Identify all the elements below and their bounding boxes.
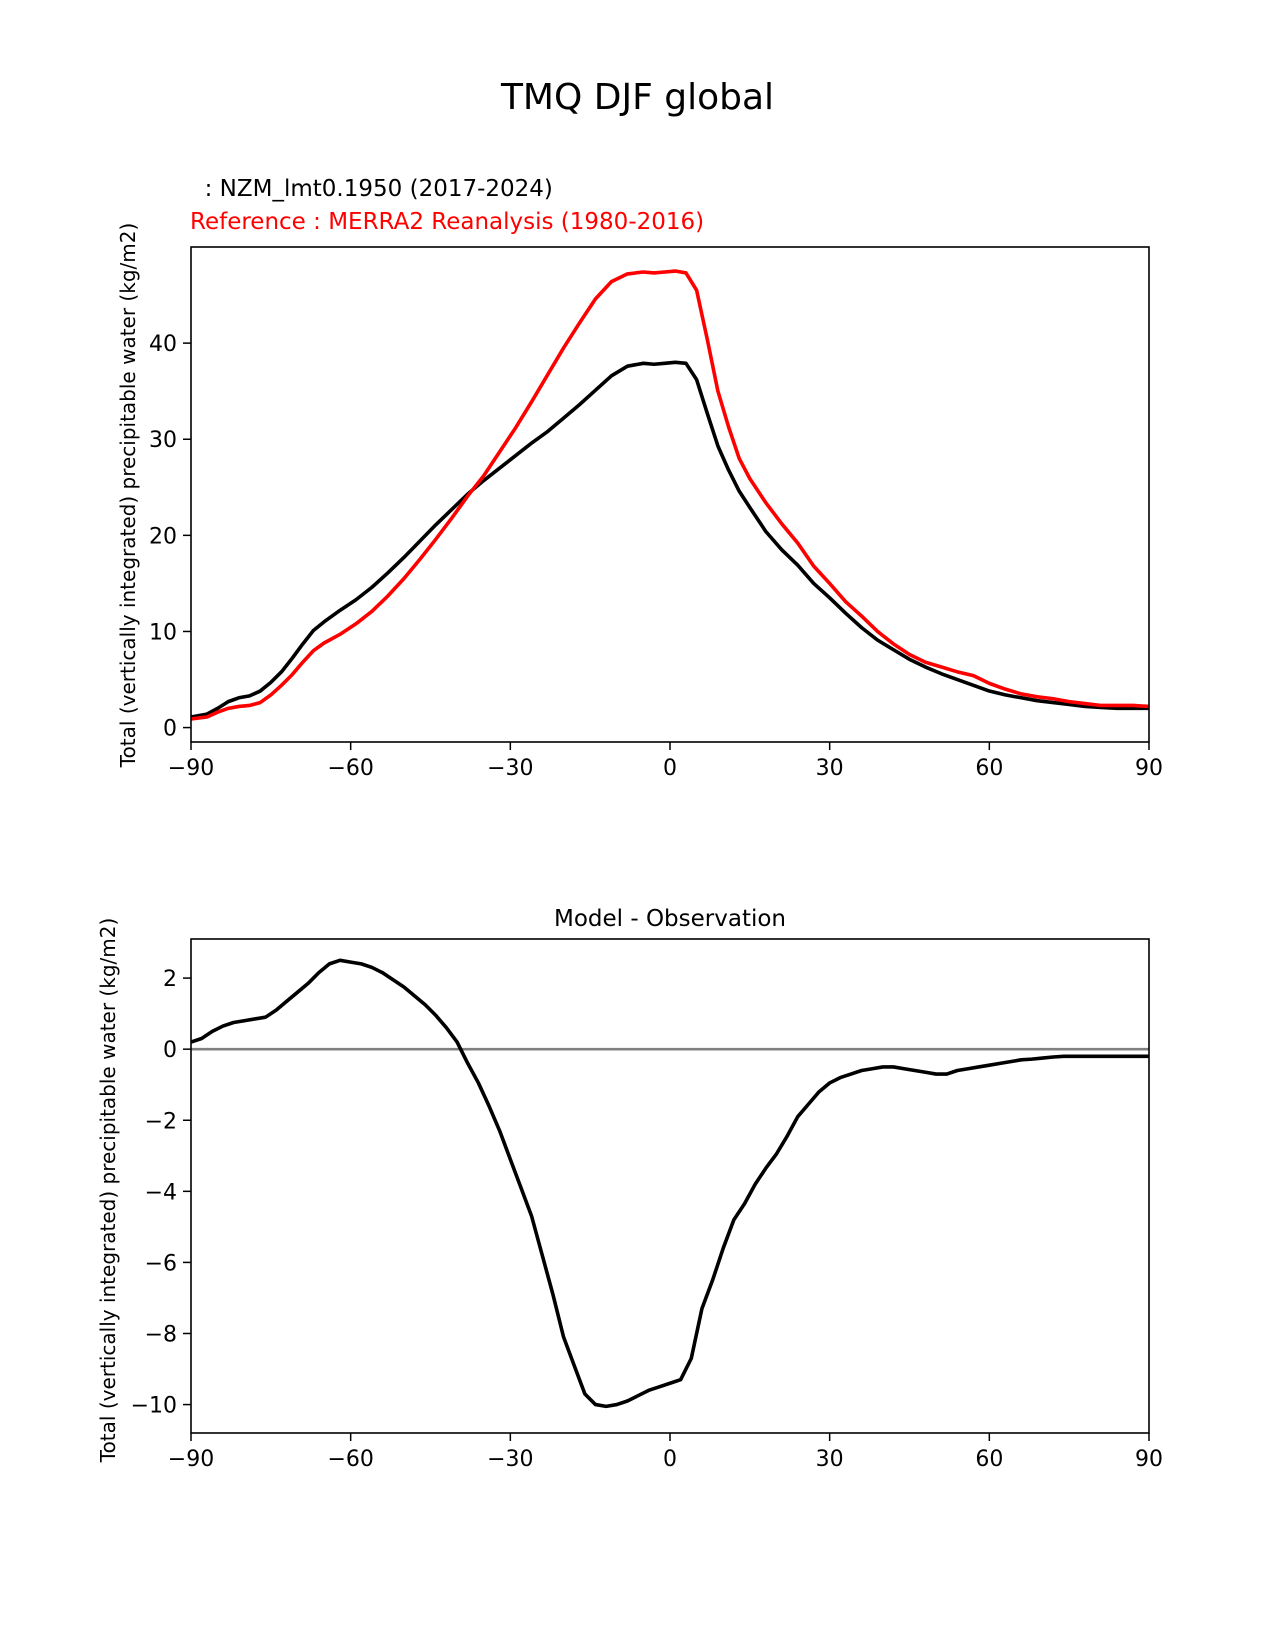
reference-dataset-label: Reference : MERRA2 Reanalysis (1980-2016… [190, 209, 704, 235]
bottom-y-tick-label: −10 [131, 1394, 177, 1419]
top-series-line-model [190, 360, 1149, 719]
panel-bottom: Model - Observation Total (vertically in… [96, 906, 1163, 1472]
top-plot-area [190, 269, 1150, 721]
bottom-x-tick-label: 60 [975, 1447, 1003, 1472]
top-x-tick-label: −30 [487, 756, 533, 781]
top-series-line-reference [190, 269, 1150, 721]
bottom-y-tick-label: −4 [145, 1180, 177, 1205]
top-y-tick-label: 30 [149, 428, 177, 453]
bottom-plot-area [190, 958, 1149, 1409]
bottom-y-tick-label: −6 [145, 1251, 177, 1276]
top-x-tick-label: 90 [1135, 756, 1163, 781]
bottom-y-tick-label: 2 [163, 967, 177, 992]
bottom-series-line-model [190, 958, 1149, 1409]
top-y-tick-label: 40 [149, 332, 177, 357]
top-x-tick-label: −60 [327, 756, 373, 781]
bottom-x-tick-label: 0 [663, 1447, 677, 1472]
test-dataset-label: : NZM_lmt0.1950 (2017-2024) [190, 176, 553, 202]
top-y-axis-label: Total (vertically integrated) precipitab… [116, 223, 140, 769]
top-x-tick-label: 60 [975, 756, 1003, 781]
panel-top: : NZM_lmt0.1950 (2017-2024) Reference : … [116, 176, 1163, 781]
top-x-tick-label: 30 [816, 756, 844, 781]
bottom-axis-ticks: −90 −60 −30 0 30 60 90 2 0 −2 −4 −6 −8 −10 [131, 967, 1163, 1472]
bottom-y-axis-label: Total (vertically integrated) precipitab… [96, 918, 120, 1464]
top-axes-frame [190, 246, 1150, 743]
bottom-y-tick-label: −2 [145, 1109, 177, 1134]
bottom-x-tick-label: 90 [1135, 1447, 1163, 1472]
figure-suptitle: TMQ DJF global [500, 77, 774, 118]
bottom-y-tick-label: 0 [163, 1038, 177, 1063]
bottom-axes-frame [190, 938, 1150, 1434]
top-axis-ticks: −90 −60 −30 0 30 60 90 0 10 20 30 40 [149, 332, 1163, 781]
bottom-x-tick-label: −90 [168, 1447, 214, 1472]
bottom-x-tick-label: −60 [327, 1447, 373, 1472]
top-y-tick-label: 0 [163, 717, 177, 742]
top-y-tick-label: 10 [149, 620, 177, 645]
top-x-tick-label: −90 [168, 756, 214, 781]
top-x-tick-label: 0 [663, 756, 677, 781]
difference-title: Model - Observation [554, 906, 786, 932]
bottom-y-tick-label: −8 [145, 1322, 177, 1347]
bottom-x-tick-label: 30 [816, 1447, 844, 1472]
top-y-tick-label: 20 [149, 524, 177, 549]
bottom-x-tick-label: −30 [487, 1447, 533, 1472]
